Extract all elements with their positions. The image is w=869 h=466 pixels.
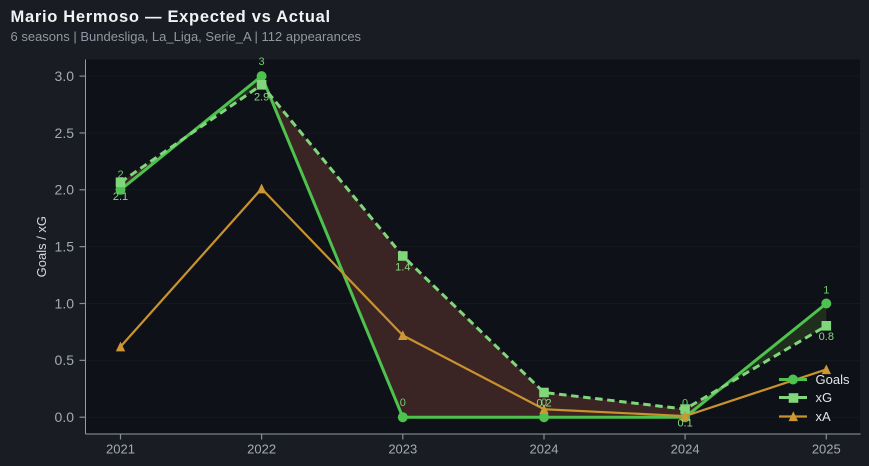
svg-text:0.1: 0.1 [677, 418, 692, 430]
svg-text:3: 3 [259, 56, 265, 68]
svg-text:0.8: 0.8 [819, 331, 834, 343]
svg-text:1.4: 1.4 [395, 262, 410, 274]
svg-text:0: 0 [400, 397, 406, 409]
svg-text:6 seasons | Bundesliga, La_Lig: 6 seasons | Bundesliga, La_Liga, Serie_A… [11, 29, 362, 44]
svg-text:2021: 2021 [106, 442, 135, 457]
svg-text:Mario Hermoso — Expected vs Ac: Mario Hermoso — Expected vs Actual [11, 8, 331, 26]
svg-text:3.0: 3.0 [55, 68, 75, 84]
svg-text:2.9: 2.9 [254, 92, 269, 104]
svg-text:2024: 2024 [530, 442, 559, 457]
svg-text:Goals / xG: Goals / xG [34, 216, 49, 277]
svg-text:0.5: 0.5 [55, 352, 75, 368]
svg-text:2022: 2022 [247, 442, 276, 457]
svg-text:2.1: 2.1 [113, 191, 128, 203]
svg-text:2.5: 2.5 [55, 125, 75, 141]
svg-text:1.0: 1.0 [55, 295, 75, 311]
svg-text:2023: 2023 [388, 442, 417, 457]
svg-text:1.5: 1.5 [55, 238, 75, 254]
svg-text:2025: 2025 [812, 442, 841, 457]
svg-text:0.0: 0.0 [55, 409, 75, 425]
svg-text:1: 1 [823, 285, 829, 297]
svg-text:0: 0 [682, 397, 688, 409]
svg-text:0.2: 0.2 [536, 398, 551, 410]
svg-text:0: 0 [541, 397, 547, 409]
svg-text:xA: xA [816, 409, 832, 424]
svg-text:2.0: 2.0 [55, 182, 75, 198]
svg-text:2024: 2024 [671, 442, 700, 457]
svg-text:Goals: Goals [816, 372, 850, 387]
svg-text:xG: xG [816, 390, 833, 405]
svg-text:2: 2 [117, 169, 123, 181]
